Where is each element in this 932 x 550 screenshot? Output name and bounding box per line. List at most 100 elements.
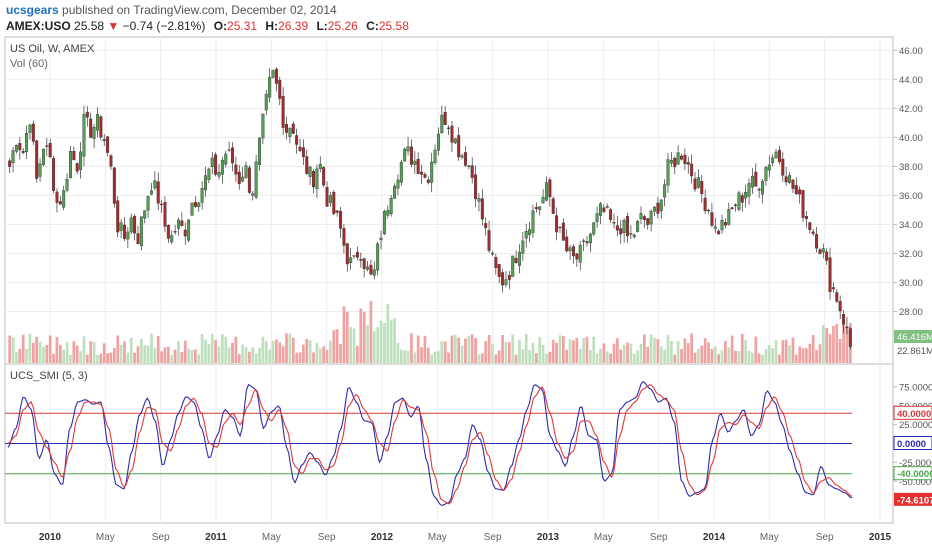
candle-body — [382, 211, 386, 235]
volume-bar — [541, 344, 545, 363]
candle-body — [551, 198, 555, 214]
volume-bar — [112, 348, 116, 363]
low-value: 25.26 — [327, 19, 358, 33]
candle-body — [25, 133, 29, 152]
publisher-link[interactable]: ucsgears — [6, 3, 59, 17]
volume-bar — [359, 308, 363, 363]
candle-body — [595, 213, 599, 222]
candle-body — [187, 219, 191, 241]
candle-body — [355, 252, 359, 258]
candle-body — [582, 240, 586, 242]
candle-body — [379, 237, 383, 241]
candle-body — [399, 162, 403, 183]
volume-bar — [433, 351, 437, 363]
volume-bar — [383, 323, 386, 363]
x-tick-label: 2015 — [869, 532, 892, 543]
volume-bar — [497, 350, 501, 363]
volume-bar — [622, 344, 626, 363]
volume-bar — [474, 338, 477, 363]
volume-bar — [609, 353, 612, 363]
candle-body — [139, 216, 143, 246]
candle-body — [65, 178, 69, 191]
candle-body — [366, 266, 370, 270]
candle-body — [204, 175, 207, 191]
volume-bar — [501, 335, 504, 363]
candle-body — [173, 231, 177, 233]
candle-body — [99, 116, 103, 138]
volume-bar — [217, 346, 221, 363]
volume-bar — [680, 349, 683, 363]
candle-body — [109, 155, 113, 167]
candle-body — [463, 152, 467, 166]
candle-body — [231, 147, 234, 164]
volume-bar — [703, 338, 707, 363]
candle-body — [258, 137, 261, 165]
volume-bar — [285, 333, 288, 363]
candle-body — [673, 157, 677, 168]
x-tick-label: Sep — [650, 532, 668, 543]
volume-bar — [227, 347, 231, 363]
candle-body — [700, 181, 704, 195]
volume-bar — [275, 339, 278, 363]
candle-body — [656, 202, 660, 214]
volume-bar — [599, 348, 602, 363]
volume-bar — [318, 348, 322, 363]
candle-body — [426, 179, 430, 183]
candle-body — [484, 223, 488, 229]
volume-bar — [491, 343, 494, 363]
volume-bar — [575, 337, 579, 363]
volume-bar — [31, 342, 35, 363]
candle-body — [571, 246, 575, 257]
candle-body — [409, 146, 413, 165]
candle-body — [690, 163, 694, 177]
volume-bar — [237, 354, 241, 363]
volume-bar — [258, 347, 261, 363]
volume-bar — [150, 333, 153, 363]
candle-body — [619, 228, 623, 235]
volume-bar — [774, 340, 778, 363]
candle-body — [723, 222, 727, 226]
candle-body — [504, 279, 508, 285]
volume-bar — [686, 343, 690, 363]
candle-body — [149, 190, 153, 195]
close-label: C: — [366, 19, 379, 33]
volume-bar — [116, 335, 120, 363]
volume-bar — [771, 348, 775, 363]
candle-body — [663, 184, 667, 198]
volume-bar — [740, 333, 744, 363]
candle-body — [548, 179, 552, 198]
volume-bar — [21, 334, 25, 363]
candle-body — [112, 167, 116, 204]
candle-body — [352, 255, 356, 257]
axis-layer: 2010 May Sep 2011 May Sep 2012 May Sep 2013 May Sep… — [39, 46, 932, 543]
candle-body — [312, 171, 316, 188]
candle-body — [784, 176, 788, 183]
candle-body — [193, 202, 197, 207]
price-tick-label: 46.00 — [899, 46, 923, 57]
volume-bar — [470, 334, 474, 363]
candle-body — [281, 96, 285, 128]
x-tick-label: Sep — [152, 532, 170, 543]
candle-body — [605, 205, 609, 208]
candle-body — [521, 240, 525, 254]
x-tick-label: 2014 — [703, 532, 726, 543]
candle-body — [268, 77, 272, 98]
candle-body — [58, 201, 62, 205]
x-tick-label: May — [262, 532, 281, 543]
volume-bar — [298, 352, 302, 363]
volume-bar — [180, 352, 184, 363]
volume-bar — [396, 343, 400, 363]
volume-bar — [794, 354, 798, 363]
volume-bar — [511, 334, 515, 363]
candle-body — [615, 225, 619, 231]
volume-bar — [838, 338, 842, 363]
candle-body — [447, 127, 451, 129]
volume-bar — [170, 354, 174, 363]
volume-bar — [349, 327, 353, 363]
candle-body — [308, 166, 312, 177]
candle-body — [200, 188, 204, 203]
volume-bar — [821, 325, 825, 363]
candle-body — [676, 152, 680, 165]
candle-body — [342, 228, 346, 246]
